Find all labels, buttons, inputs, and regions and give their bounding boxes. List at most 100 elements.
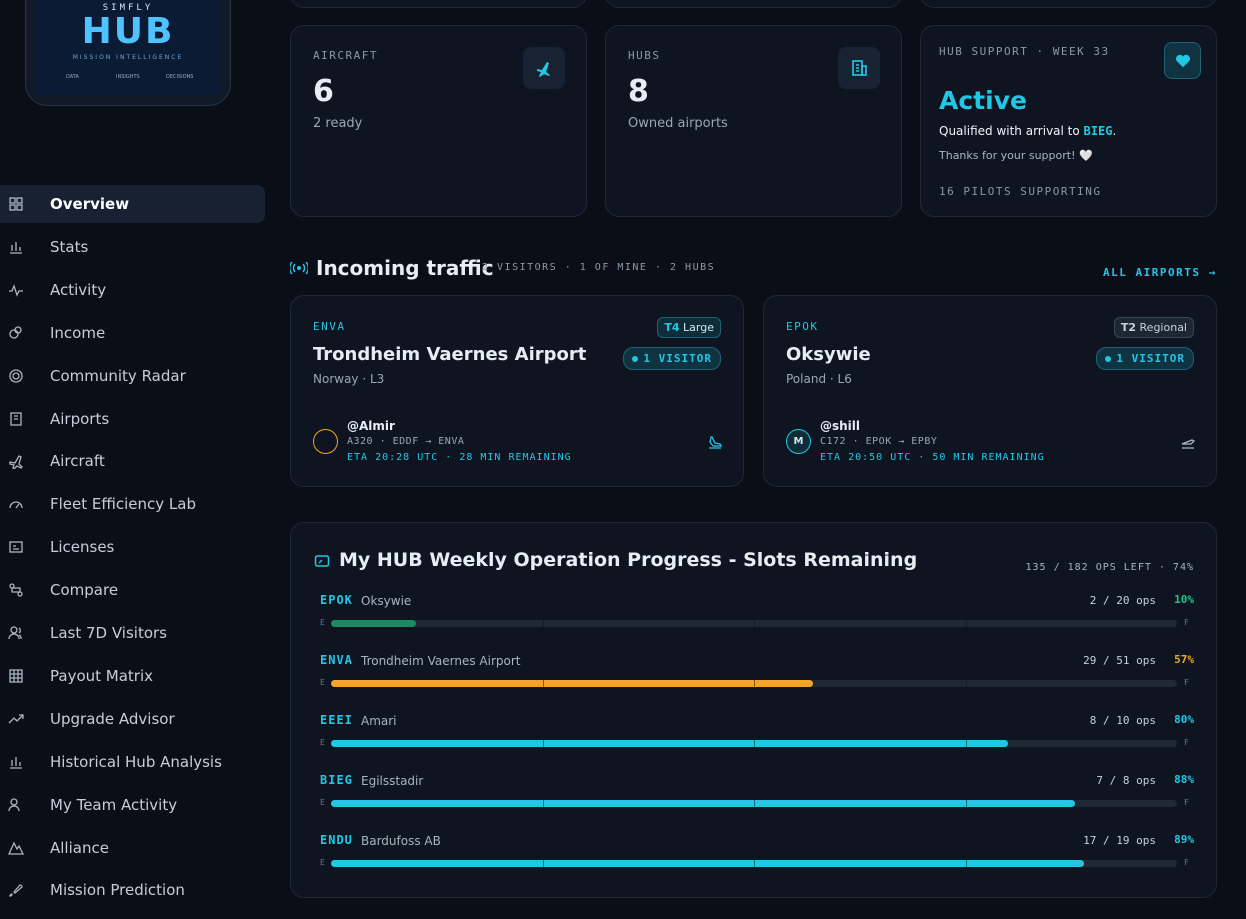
nav-label: Compare — [50, 581, 119, 600]
nav-item[interactable]: My Team Activity — [0, 786, 265, 824]
graphic — [10, 626, 18, 634]
nav-item[interactable]: Historical Hub Analysis — [0, 743, 265, 781]
nav-item[interactable]: Activity — [0, 271, 265, 309]
nav-label: Payout Matrix — [50, 666, 154, 685]
nav-item[interactable]: Upgrade Advisor — [0, 700, 265, 738]
qualified-airport: BIEG — [1083, 124, 1113, 138]
nav-item[interactable]: Alliance — [0, 829, 265, 867]
icon-svg — [9, 669, 23, 683]
card-edge — [920, 0, 1217, 8]
nav-item[interactable]: Payout Matrix — [0, 657, 265, 695]
graphic — [9, 884, 23, 898]
nav-label: Fleet Efficiency Lab — [50, 495, 196, 514]
graphic — [537, 62, 550, 77]
icon-svg — [10, 756, 22, 769]
graphic — [856, 64, 859, 72]
nav-label: Stats — [50, 237, 89, 256]
row-pct: 88% — [1174, 773, 1194, 786]
scale-end: F — [1184, 678, 1189, 687]
nav-label: Overview — [50, 195, 130, 213]
airport-card: EPOK Oksywie Poland · L6 T2 Regional 1 VISIT… — [763, 295, 1217, 487]
icon — [4, 325, 36, 341]
visitor-badge: 1 VISITOR — [623, 347, 721, 370]
progress-title: My HUB Weekly Operation Progress - Slots… — [339, 549, 918, 571]
support-qualified: Qualified with arrival to BIEG. — [939, 124, 1116, 138]
progress-bar — [331, 740, 1008, 747]
scale-end: F — [1184, 858, 1189, 867]
graphic — [852, 60, 867, 76]
nav-item[interactable]: Overview — [0, 185, 265, 223]
airport-location: Norway · L3 — [313, 372, 385, 386]
visitor-badge: 1 VISITOR — [1096, 347, 1194, 370]
card-edge — [290, 0, 587, 8]
icon-svg — [1181, 439, 1196, 449]
row-code: BIEG — [320, 773, 353, 787]
nav-item[interactable]: Income — [0, 314, 265, 352]
track-divider — [542, 740, 544, 747]
scale-start: E — [320, 678, 325, 687]
graphic — [537, 62, 550, 77]
track-divider — [754, 680, 755, 687]
graphic — [9, 368, 23, 383]
graphic — [14, 414, 18, 420]
icon-svg — [709, 436, 723, 449]
icon — [4, 196, 36, 212]
progress-bar — [331, 860, 1084, 867]
nav-item[interactable]: Community Radar — [0, 357, 265, 395]
card-edge — [605, 0, 902, 8]
airport-location: Poland · L6 — [786, 372, 852, 386]
dot — [632, 356, 639, 362]
tier: T2 — [1120, 321, 1137, 334]
traffic-summary: 2 VISITORS · 1 OF MINE · 2 HUBS — [482, 262, 716, 273]
stat-card: AIRCRAFT 6 2 ready — [290, 25, 587, 217]
nav-item[interactable]: Fleet Efficiency Lab — [0, 485, 265, 523]
eta: ETA 20:28 UTC · 28 MIN REMAINING — [347, 452, 572, 463]
icon-svg — [9, 884, 23, 898]
graphic — [9, 541, 23, 553]
all-airports-link[interactable]: ALL AIRPORTS → — [1103, 266, 1217, 279]
scale-start: E — [320, 738, 325, 747]
track-divider — [754, 860, 755, 867]
nav-label: Airports — [50, 409, 110, 428]
nav-item[interactable]: Mission Prediction — [0, 871, 265, 909]
scale-start: E — [320, 858, 325, 867]
graphic — [1175, 54, 1190, 67]
nav-item[interactable]: Airports — [0, 400, 265, 438]
graphic — [1175, 54, 1190, 67]
row-code: ENDU — [320, 833, 353, 847]
stat-card: HUBS 8 Owned airports — [605, 25, 902, 217]
icon — [1180, 434, 1196, 454]
nav-item[interactable]: Aircraft — [0, 442, 265, 480]
graphic — [297, 266, 301, 270]
graphic — [9, 204, 16, 211]
nav-item[interactable]: Last 7D Visitors — [0, 614, 265, 652]
icon-svg — [9, 583, 23, 597]
graphic — [8, 627, 22, 640]
graphic — [8, 840, 24, 855]
progress-bar — [331, 680, 814, 687]
graphic — [10, 241, 22, 254]
pilot-name: @shill — [820, 419, 861, 433]
tier-size: Regional — [1139, 321, 1187, 334]
nav-label: Activity — [50, 280, 107, 299]
graphic — [9, 283, 23, 297]
track-divider — [965, 740, 967, 747]
nav-item[interactable]: Compare — [0, 571, 265, 609]
logo: SIMFLY HUB MISSION INTELLIGENCE DATA INS… — [36, 0, 220, 95]
logo-tagline: MISSION INTELLIGENCE — [72, 54, 184, 61]
graphic — [10, 797, 18, 806]
dot — [1105, 356, 1112, 362]
graphic — [10, 669, 22, 682]
graphic — [11, 587, 21, 593]
icon — [4, 668, 36, 684]
tier-size: Large — [683, 321, 714, 334]
qualified-end: . — [1112, 124, 1117, 138]
pilot-name: @Almir — [347, 419, 395, 433]
graphic — [290, 261, 308, 275]
airport-code: EPOK — [786, 320, 819, 333]
nav-item[interactable]: Stats — [0, 228, 265, 266]
scale-start: E — [320, 618, 325, 627]
nav-label: Upgrade Advisor — [50, 709, 175, 728]
nav-item[interactable]: Licenses — [0, 528, 265, 566]
